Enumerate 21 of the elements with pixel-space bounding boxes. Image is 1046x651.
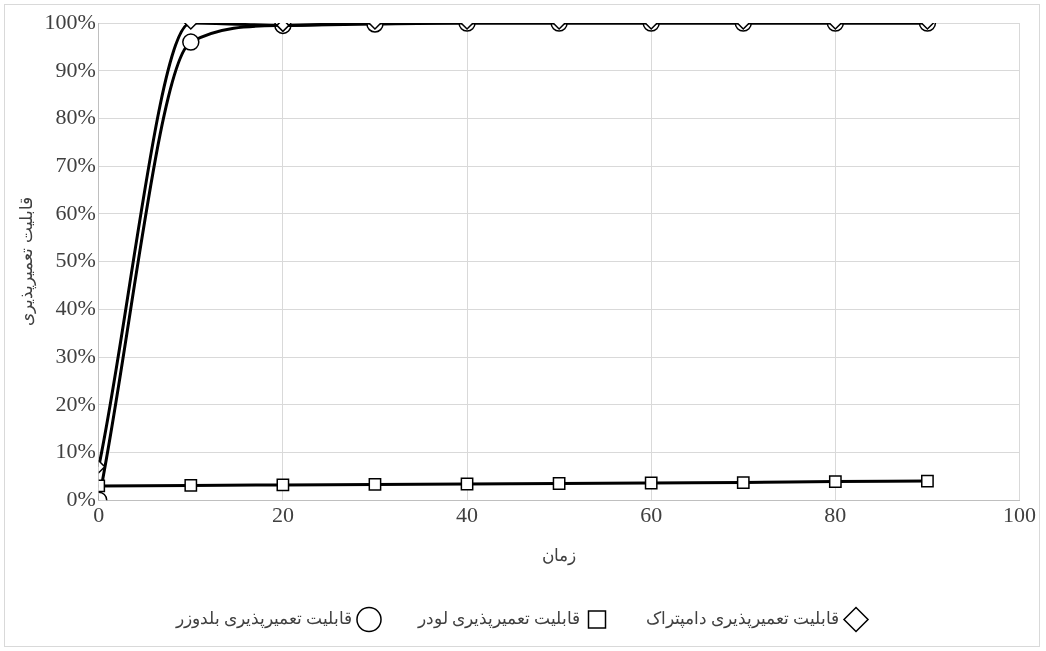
x-axis-title: زمان	[542, 546, 577, 567]
x-tick-label: 40	[456, 502, 479, 528]
y-tick-label: 10%	[55, 438, 96, 464]
y-tick-label: 80%	[55, 104, 96, 130]
y-tick-label: 0%	[66, 485, 96, 511]
x-tick-label: 20	[271, 502, 294, 528]
legend-label: قابلیت تعمیرپذیری لودر	[416, 608, 580, 629]
legend-label: قابلیت تعمیرپذیری دامپتراک	[645, 608, 839, 629]
y-tick-label: 70%	[55, 151, 96, 177]
y-tick-label: 30%	[55, 342, 96, 368]
legend-label: قابلیت تعمیرپذیری بلدوزر	[174, 608, 352, 629]
y-tick-label: 100%	[44, 8, 96, 34]
y-axis-title: قابلیت تعمیرپذیری	[16, 197, 37, 326]
x-tick-label: 80	[824, 502, 847, 528]
y-tick-label: 60%	[55, 199, 96, 225]
x-tick-label: 100	[1003, 502, 1036, 528]
y-tick-label: 90%	[55, 56, 96, 82]
y-tick-label: 40%	[55, 295, 96, 321]
y-tick-label: 20%	[55, 390, 96, 416]
y-tick-label: 50%	[55, 247, 96, 273]
x-tick-label: 60	[640, 502, 663, 528]
